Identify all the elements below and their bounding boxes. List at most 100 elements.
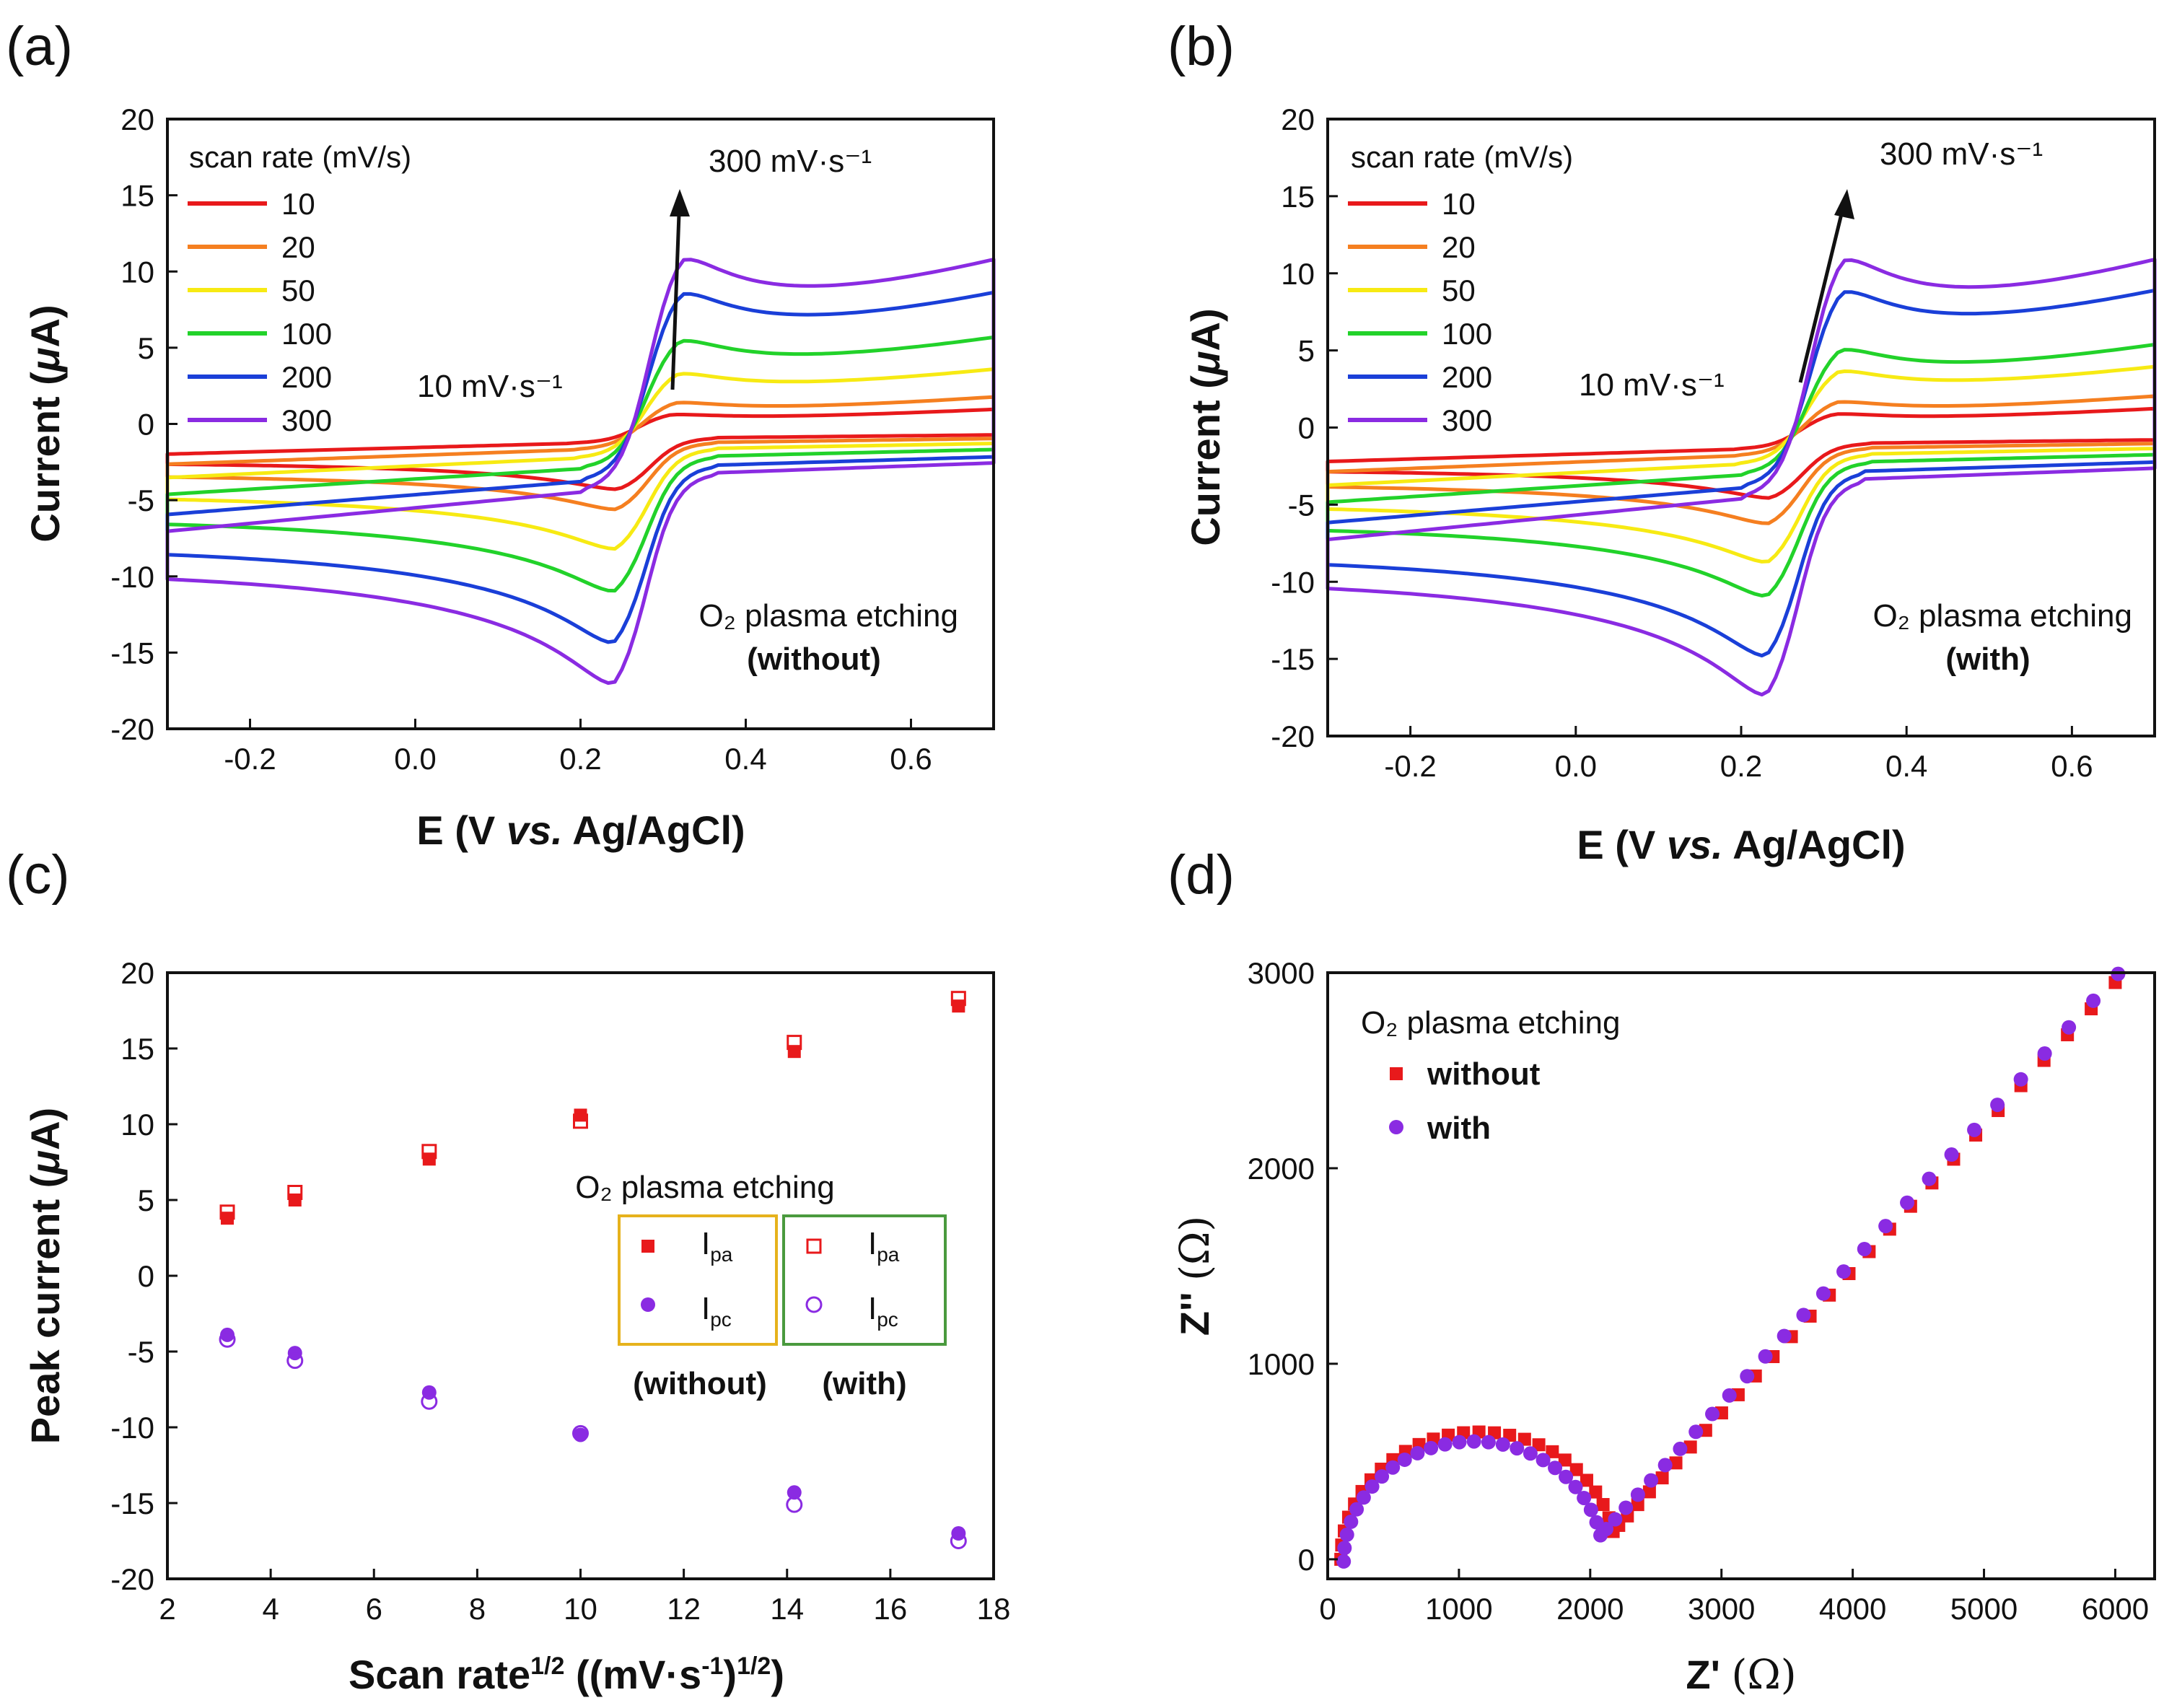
panel-a-annotation-top: 300 mV·s⁻¹: [709, 144, 872, 179]
panel-a-ytick-label: -10: [110, 560, 154, 594]
point-with: [2062, 1020, 2077, 1035]
panel-c-xtick-label: 2: [159, 1592, 175, 1626]
panel-a-ylabel: Current (μA): [22, 305, 68, 542]
panel-b-xtick-label: 0.4: [1885, 749, 1927, 783]
panel-b-annotation-bottom: 10 mV·s⁻¹: [1579, 367, 1725, 403]
panel-a-annotation-bottom: 10 mV·s⁻¹: [417, 369, 563, 404]
panel-a-xlabel: E (V vs. Ag/AgCl): [416, 807, 745, 853]
point-ipa-with-: [287, 1185, 303, 1200]
point-without: [1655, 1471, 1669, 1485]
legend-label-300: 300: [1442, 403, 1492, 437]
point-with: [1410, 1445, 1425, 1460]
point-ipa-with-: [573, 1113, 588, 1129]
panel-a-ytick-label: -15: [110, 636, 154, 670]
point-with: [1673, 1441, 1688, 1456]
panel-c-legend-box-without: [618, 1214, 778, 1346]
point-with: [1536, 1453, 1551, 1468]
point-with: [1375, 1469, 1390, 1484]
point-with: [1344, 1514, 1359, 1529]
panel-c-xtick-label: 4: [262, 1592, 279, 1626]
point-without: [1589, 1485, 1603, 1499]
point-with: [1339, 1527, 1354, 1542]
legend-label-20: 20: [1442, 230, 1476, 264]
panel-d-ytick-label: 3000: [1248, 956, 1315, 990]
point-with: [1857, 1241, 1872, 1256]
panel-c-xtick-label: 18: [977, 1592, 1011, 1626]
point-ipc-with-: [572, 1424, 589, 1442]
point-with: [1758, 1349, 1773, 1364]
panel-c-xtick-label: 14: [770, 1592, 804, 1626]
point-without: [1517, 1432, 1531, 1446]
panel-a-ytick-label: 20: [121, 102, 154, 136]
panel-c-ytick-label: 0: [138, 1259, 154, 1293]
point-with: [1967, 1122, 1982, 1137]
panel-b-ytick-label: 20: [1281, 102, 1315, 136]
point-with: [1740, 1369, 1755, 1384]
panel-d-ylabel: Z'' (Ω): [1172, 1216, 1219, 1336]
panel-c-legend-group-without: (without): [633, 1366, 767, 1401]
panel-b-arrowhead: [1834, 189, 1854, 219]
panel-d-ytick-label: 1000: [1248, 1347, 1315, 1381]
panel-d-frame: [1326, 971, 2156, 1580]
panel-a-ytick-label: 5: [138, 331, 154, 365]
legend-marker-ipa-with: [806, 1238, 822, 1254]
point-with: [1922, 1171, 1937, 1186]
legend-label-200: 200: [281, 360, 332, 394]
point-ipc-without-: [787, 1485, 802, 1500]
point-ipa-with-: [787, 1035, 802, 1051]
panel-b-ytick-label: 15: [1281, 180, 1315, 214]
point-ipa-with-: [950, 991, 966, 1007]
panel-c-xtick-label: 16: [874, 1592, 908, 1626]
point-with: [2013, 1072, 2028, 1087]
point-with: [1705, 1406, 1720, 1422]
panel-a-legend: 10 20 50 100 200 300: [188, 187, 332, 437]
panel-a-xtick-label: 0.2: [559, 742, 601, 776]
legend-marker-ipc-without: [641, 1297, 655, 1312]
panel-b: (b) -0.2 0.0 0.2 0.4 0.6-20-15-10-505101520 …: [1168, 16, 2157, 867]
point-with: [1796, 1308, 1811, 1323]
point-with: [1644, 1473, 1659, 1488]
panel-b-ytick-label: 10: [1281, 257, 1315, 291]
point-with: [1466, 1434, 1481, 1449]
legend-label-300: 300: [281, 403, 332, 437]
point-with: [1495, 1437, 1510, 1452]
panel-b-xtick-label: -0.2: [1384, 749, 1436, 783]
point-with: [1657, 1458, 1673, 1473]
panel-b-ytick-label: -10: [1271, 565, 1315, 599]
panel-a-ytick-label: 15: [121, 179, 154, 213]
panel-b-xlabel: E (V vs. Ag/AgCl): [1577, 822, 1905, 867]
point-with: [1990, 1098, 2005, 1113]
point-with: [1900, 1195, 1915, 1210]
panel-b-legend: 10 20 50 100 200 300: [1348, 187, 1492, 437]
panel-c-ytick-label: -5: [128, 1335, 154, 1369]
point-ipc-with-: [286, 1352, 304, 1370]
point-with: [1944, 1147, 1959, 1162]
panel-c-legend-box-with: [782, 1214, 947, 1346]
panel-c-ytick-label: -15: [110, 1486, 154, 1520]
point-ipa-with-: [219, 1204, 235, 1220]
point-ipa-without-: [787, 1045, 801, 1059]
panel-c-xtick-label: 12: [667, 1592, 701, 1626]
panel-a-xtick-label: -0.2: [224, 742, 276, 776]
point-with: [1618, 1500, 1634, 1515]
legend-marker-ipc-with: [805, 1296, 823, 1313]
panel-c-ylabel: Peak current (μA): [22, 1108, 68, 1444]
panel-d-legend-without: without: [1427, 1056, 1541, 1092]
point-with: [2037, 1046, 2052, 1061]
panel-b-legend-title: scan rate (mV/s): [1351, 140, 1573, 174]
legend-label-ipc-with: Ipc: [868, 1291, 898, 1331]
legend-marker-ipa-without: [641, 1240, 654, 1253]
panel-b-ytick-label: 5: [1298, 334, 1315, 368]
legend-label-50: 50: [281, 273, 315, 307]
panel-b-xtick-label: 0.2: [1720, 749, 1762, 783]
panel-b-ylabel: Current (μA): [1183, 308, 1228, 546]
panel-b-ytick-label: -20: [1271, 719, 1315, 753]
point-with: [2086, 993, 2101, 1008]
panel-d-legend-title: O₂ plasma etching: [1361, 1005, 1620, 1041]
point-with: [1688, 1424, 1704, 1440]
point-with: [1630, 1487, 1645, 1502]
legend-label-200: 200: [1442, 360, 1492, 394]
point-with: [1437, 1437, 1453, 1452]
legend-label-100: 100: [281, 317, 332, 351]
